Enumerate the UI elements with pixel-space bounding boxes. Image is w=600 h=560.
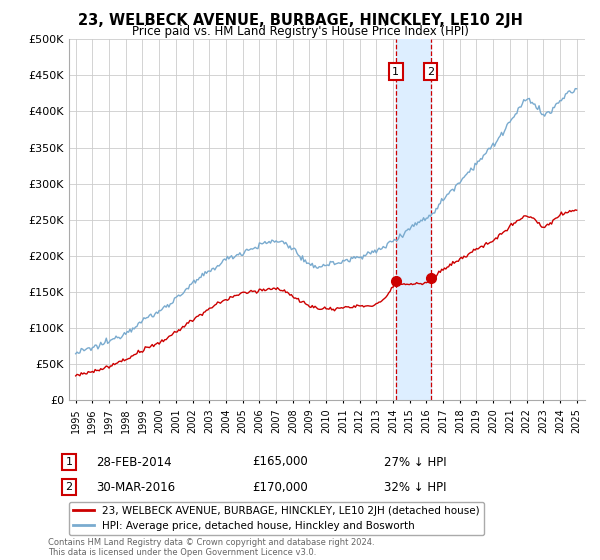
Text: 2: 2: [65, 482, 73, 492]
Bar: [396, 39, 431, 400]
Legend: 23, WELBECK AVENUE, BURBAGE, HINCKLEY, LE10 2JH (detached house), HPI: Average p: 23, WELBECK AVENUE, BURBAGE, HINCKLEY, L…: [69, 502, 484, 535]
Text: 27% ↓ HPI: 27% ↓ HPI: [384, 455, 446, 469]
Text: 32% ↓ HPI: 32% ↓ HPI: [384, 480, 446, 494]
Text: Price paid vs. HM Land Registry's House Price Index (HPI): Price paid vs. HM Land Registry's House …: [131, 25, 469, 38]
Text: 23, WELBECK AVENUE, BURBAGE, HINCKLEY, LE10 2JH: 23, WELBECK AVENUE, BURBAGE, HINCKLEY, L…: [77, 13, 523, 28]
Text: 28-FEB-2014: 28-FEB-2014: [96, 455, 172, 469]
Text: 30-MAR-2016: 30-MAR-2016: [96, 480, 175, 494]
Text: £165,000: £165,000: [252, 455, 308, 469]
Text: 1: 1: [65, 457, 73, 467]
Text: 1: 1: [392, 67, 400, 77]
Text: 2: 2: [427, 67, 434, 77]
Text: £170,000: £170,000: [252, 480, 308, 494]
Text: Contains HM Land Registry data © Crown copyright and database right 2024.
This d: Contains HM Land Registry data © Crown c…: [48, 538, 374, 557]
